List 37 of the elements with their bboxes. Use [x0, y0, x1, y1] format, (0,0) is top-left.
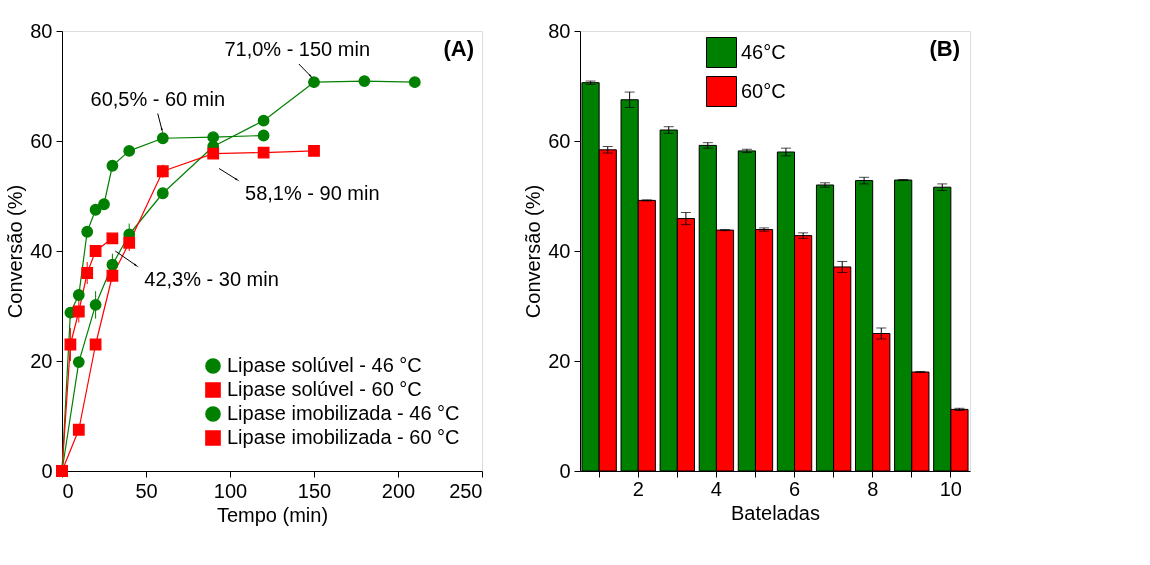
annotation: 60,5% - 60 min: [90, 87, 226, 110]
x-tick-label: 0: [62, 479, 74, 502]
y-tick-label: 80: [30, 19, 53, 42]
x-tick-label: 100: [213, 479, 248, 502]
y-tick-label: 20: [30, 349, 53, 372]
x-tick-label: 8: [867, 477, 879, 500]
chart-title: (A): [443, 36, 474, 61]
y-tick-label: 0: [559, 459, 571, 482]
y-tick-label: 40: [30, 239, 53, 262]
x-tick-label: 250: [449, 479, 483, 502]
y-tick-label: 20: [548, 349, 571, 372]
x-axis-title: Tempo (min): [216, 503, 329, 526]
x-tick-label: 150: [297, 479, 332, 502]
chart-title: (B): [929, 36, 960, 61]
annotation: 42,3% - 30 min: [144, 267, 279, 290]
y-tick-label: 0: [41, 459, 53, 482]
legend-label: Lipase imobilizada - 46 °C: [227, 402, 460, 424]
legend-label: Lipase solúvel - 46 °C: [227, 354, 422, 376]
legend-label: Lipase imobilizada - 60 °C: [227, 426, 460, 448]
y-tick-label: 40: [548, 239, 571, 262]
legend-label: 46°C: [741, 40, 786, 63]
y-tick-label: 60: [30, 129, 53, 152]
x-tick-label: 2: [632, 477, 644, 500]
y-axis-title: Conversão (%): [522, 184, 545, 319]
x-tick-label: 50: [135, 479, 158, 502]
x-tick-label: 10: [939, 477, 962, 500]
x-axis-title: Bateladas: [731, 501, 820, 524]
x-tick-label: 200: [381, 479, 416, 502]
y-axis-title: Conversão (%): [4, 184, 27, 319]
x-tick-label: 6: [788, 477, 801, 500]
annotation: 71,0% - 150 min: [224, 38, 371, 61]
legend-label: 60°C: [741, 79, 786, 102]
legend-label: Lipase solúvel - 60 °C: [227, 378, 422, 400]
y-tick-label: 60: [548, 129, 571, 152]
x-tick-label: 4: [710, 477, 722, 500]
annotation: 58,1% - 90 min: [245, 182, 380, 205]
y-tick-label: 80: [548, 19, 571, 42]
